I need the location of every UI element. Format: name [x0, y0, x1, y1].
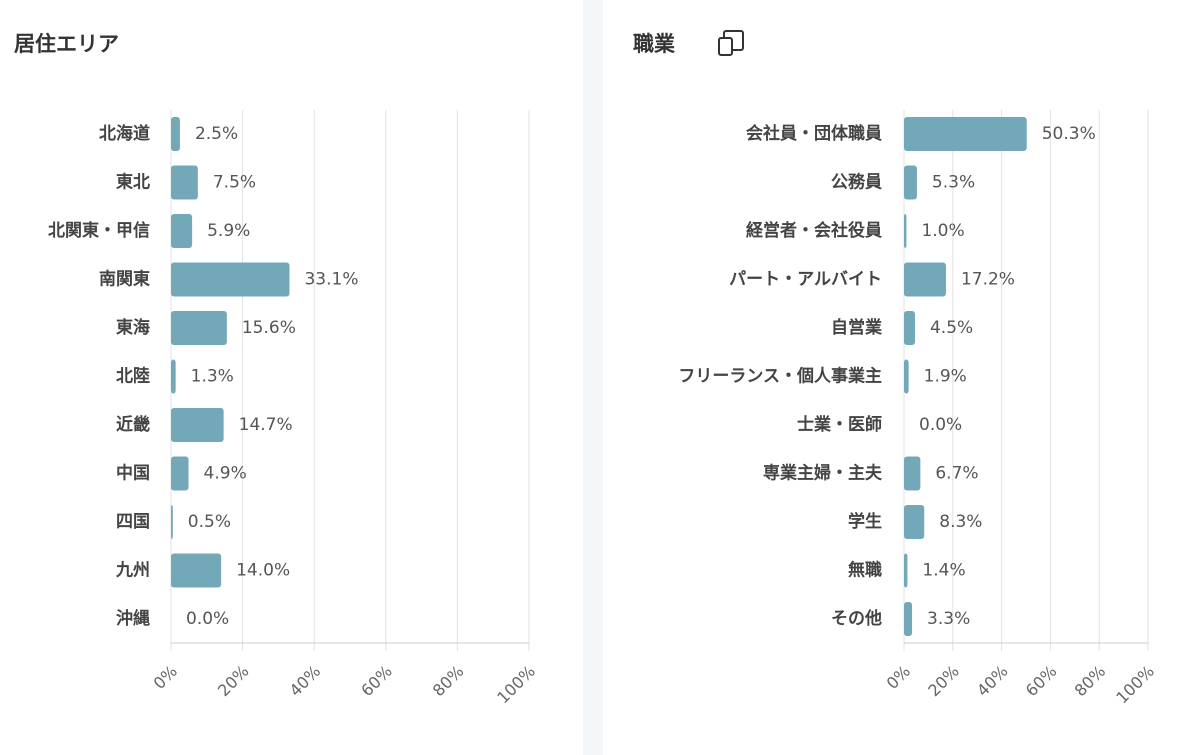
- bar: [904, 311, 915, 345]
- category-label: 学生: [848, 511, 882, 532]
- value-label: 0.0%: [919, 415, 962, 435]
- category-label: 中国: [116, 463, 150, 484]
- bar: [171, 456, 189, 491]
- category-label: 士業・医師: [797, 414, 882, 435]
- chart-title: 職業: [633, 32, 676, 56]
- category-label: 北陸: [116, 366, 150, 387]
- category-label: 北海道: [99, 123, 150, 144]
- panel: [0, 0, 583, 755]
- bar: [171, 262, 290, 297]
- category-label: 東北: [116, 172, 150, 193]
- value-label: 4.5%: [930, 318, 973, 338]
- category-label: フリーランス・個人事業主: [678, 366, 882, 387]
- value-label: 50.3%: [1042, 124, 1096, 144]
- bar: [171, 117, 180, 151]
- value-label: 5.9%: [207, 221, 250, 241]
- value-label: 1.3%: [191, 367, 234, 387]
- chart-title: 居住エリア: [14, 32, 119, 56]
- bar: [904, 214, 907, 248]
- category-label: 無職: [848, 560, 882, 581]
- category-label: 公務員: [831, 172, 882, 193]
- panel: [603, 0, 1200, 755]
- value-label: 0.5%: [188, 512, 231, 532]
- category-label: その他: [831, 608, 882, 629]
- bar: [904, 602, 913, 636]
- category-label: 北関東・甲信: [48, 220, 150, 241]
- value-label: 3.3%: [927, 609, 970, 629]
- category-label: 近畿: [116, 414, 150, 435]
- category-label: 会社員・団体職員: [746, 123, 882, 144]
- bar: [171, 505, 173, 539]
- value-label: 4.9%: [204, 464, 247, 484]
- bar: [904, 359, 909, 394]
- panel-gap: [583, 0, 603, 755]
- bar: [171, 165, 198, 200]
- value-label: 0.0%: [186, 609, 229, 629]
- category-label: 東海: [116, 317, 150, 338]
- bar: [904, 117, 1027, 151]
- bar: [171, 553, 222, 588]
- value-label: 5.3%: [932, 173, 975, 193]
- value-label: 7.5%: [213, 173, 256, 193]
- value-label: 2.5%: [195, 124, 238, 144]
- value-label: 1.0%: [921, 221, 964, 241]
- value-label: 1.9%: [924, 367, 967, 387]
- value-label: 14.7%: [239, 415, 293, 435]
- value-label: 14.0%: [236, 561, 290, 581]
- bar: [171, 311, 227, 345]
- bar: [904, 553, 908, 588]
- value-label: 8.3%: [939, 512, 982, 532]
- bar: [171, 359, 176, 394]
- category-label: 専業主婦・主夫: [763, 463, 883, 484]
- value-label: 15.6%: [242, 318, 296, 338]
- value-label: 1.4%: [922, 561, 965, 581]
- bar: [904, 505, 925, 539]
- category-labels: 会社員・団体職員公務員経営者・会社役員パート・アルバイト自営業フリーランス・個人…: [678, 123, 883, 629]
- value-label: 33.1%: [304, 270, 358, 290]
- bar: [171, 408, 224, 442]
- copy-icon[interactable]: [718, 30, 744, 56]
- category-label: 経営者・会社役員: [746, 220, 882, 241]
- bar: [904, 456, 921, 491]
- bar: [171, 214, 193, 248]
- category-label: 九州: [115, 561, 150, 581]
- value-label: 6.7%: [935, 464, 978, 484]
- category-label: パート・アルバイト: [729, 270, 882, 290]
- bar: [904, 165, 917, 200]
- category-label: 自営業: [831, 317, 882, 338]
- category-label: 沖縄: [116, 608, 150, 629]
- category-label: 南関東: [99, 269, 150, 290]
- bar: [904, 262, 946, 297]
- category-label: 四国: [116, 512, 150, 532]
- value-label: 17.2%: [961, 270, 1015, 290]
